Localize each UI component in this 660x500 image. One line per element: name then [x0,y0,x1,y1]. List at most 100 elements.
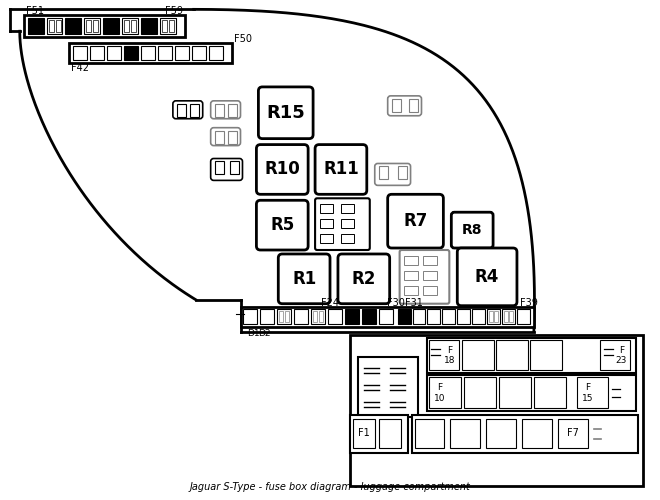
Bar [558,419,587,448]
Bar [577,378,609,408]
Bar [84,18,100,34]
Bar [409,99,418,112]
Bar [430,378,461,408]
Bar [160,18,176,34]
Bar [341,219,354,228]
Bar [487,308,500,324]
Bar [450,419,480,448]
Bar [214,104,224,117]
Text: D2: D2 [259,329,271,338]
FancyBboxPatch shape [257,144,308,194]
Text: R7: R7 [403,212,428,230]
Bar [403,271,418,280]
Bar [424,286,438,294]
Bar [122,18,138,34]
Bar [230,162,238,174]
Bar [141,46,155,60]
Text: F51: F51 [26,6,44,16]
Bar [428,308,440,324]
FancyBboxPatch shape [211,158,242,180]
Bar [320,234,333,243]
Bar [24,16,185,37]
Bar [320,219,333,228]
FancyBboxPatch shape [451,212,493,248]
Bar [379,166,387,179]
Bar [311,308,325,324]
Bar [177,104,186,117]
Text: R4: R4 [475,268,500,286]
FancyBboxPatch shape [279,254,330,304]
Bar [489,310,493,322]
Text: F
15: F 15 [582,384,593,403]
Text: R5: R5 [270,216,294,234]
Bar [209,46,222,60]
Bar [124,20,129,32]
Bar [228,130,236,143]
Bar [442,308,455,324]
FancyBboxPatch shape [315,198,370,250]
Bar [464,378,496,408]
Bar [103,18,119,34]
Bar [131,20,136,32]
Bar [494,310,498,322]
Text: R10: R10 [265,160,300,178]
Bar [379,419,401,448]
Text: F50: F50 [234,34,251,44]
FancyBboxPatch shape [387,96,422,116]
Bar [47,18,63,34]
Bar [162,20,167,32]
Text: F30: F30 [387,298,405,308]
Bar [319,310,323,322]
Bar [69,43,232,63]
Bar [261,308,275,324]
Text: F
10: F 10 [434,384,445,403]
FancyBboxPatch shape [211,101,240,118]
FancyBboxPatch shape [315,144,367,194]
Bar [350,334,644,486]
Text: F
18: F 18 [444,346,455,365]
Bar [509,310,513,322]
Text: R2: R2 [352,270,376,288]
Text: R15: R15 [266,104,305,122]
Bar [403,256,418,265]
Bar [228,104,236,117]
Bar [457,308,470,324]
FancyBboxPatch shape [399,250,449,304]
Bar [496,340,528,370]
Bar [530,340,562,370]
Bar [424,271,438,280]
Bar [93,20,98,32]
FancyBboxPatch shape [259,87,313,139]
Bar [428,376,636,411]
Text: F31: F31 [405,298,422,308]
Bar [192,46,206,60]
Bar [462,340,494,370]
Bar [107,46,121,60]
Bar [190,104,199,117]
Bar [55,20,61,32]
FancyBboxPatch shape [338,254,389,304]
Bar [353,419,375,448]
Text: F7: F7 [567,428,579,438]
Text: D1: D1 [248,329,260,338]
Bar [414,419,444,448]
Bar [486,419,516,448]
Bar [90,46,104,60]
Bar [320,204,333,213]
Bar [391,99,401,112]
Bar [403,286,418,294]
Bar [341,234,354,243]
Bar [341,204,354,213]
Bar [601,340,630,370]
Bar [397,308,411,324]
Bar [86,20,91,32]
Bar [244,308,257,324]
Bar [49,20,53,32]
Bar [175,46,189,60]
Bar [345,308,359,324]
FancyBboxPatch shape [173,101,203,118]
Text: R1: R1 [292,270,316,288]
Text: F1: F1 [358,428,370,438]
Bar [412,415,638,453]
Bar [379,308,393,324]
